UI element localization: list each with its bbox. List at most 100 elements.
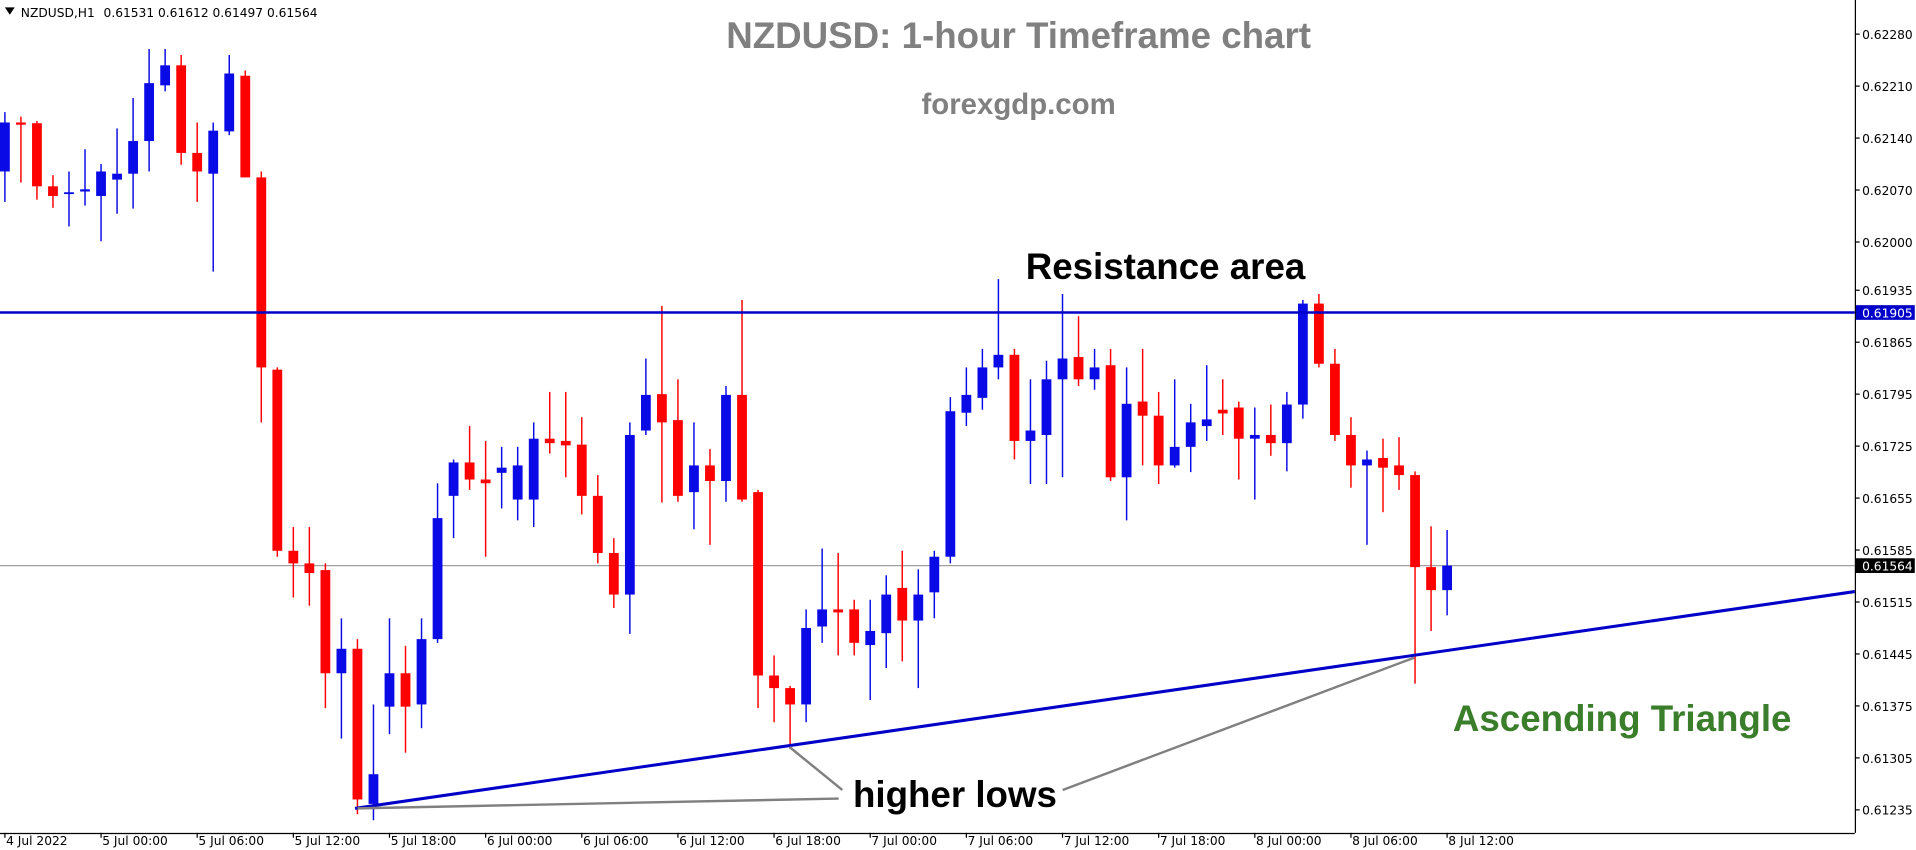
y-tick-label: 0.62140 — [1862, 132, 1913, 146]
y-tick-label: 0.61445 — [1862, 648, 1913, 662]
candle-body — [96, 171, 106, 196]
y-tick-label: 0.61515 — [1862, 596, 1913, 610]
candle-body — [288, 550, 299, 564]
candle-body — [881, 594, 892, 634]
bid-line-marker — [1856, 558, 1915, 573]
y-tick-label: 0.61725 — [1862, 440, 1913, 454]
candle-body — [48, 186, 58, 196]
header: NZDUSD,H1 0.61531 0.61612 0.61497 0.6156… — [21, 6, 318, 20]
candle-body — [368, 774, 379, 804]
candle-body — [256, 177, 267, 368]
candle-body — [1185, 422, 1196, 447]
candle-body — [496, 467, 507, 473]
candle-body — [640, 394, 651, 431]
resistance-line-marker — [1856, 305, 1915, 320]
candle-body — [1281, 404, 1292, 444]
candle-body — [769, 675, 779, 689]
plot-area: 0.62280 0.62210 0.62140 0.62070 0.62000 0.619… — [0, 28, 1915, 848]
candle-body — [929, 556, 940, 593]
symbol: NZDUSD,H1 — [21, 6, 95, 20]
header-close: 0.61564 — [267, 6, 318, 20]
candle-body — [945, 411, 956, 557]
y-tick-label: 0.61305 — [1862, 752, 1913, 766]
candle-body — [624, 434, 635, 595]
candle-body — [1346, 434, 1356, 466]
candle-body — [304, 563, 315, 574]
pointer-line — [357, 797, 839, 810]
x-tick-label: 6 Jul 00:00 — [487, 834, 553, 848]
candle-body — [1330, 363, 1340, 435]
x-tick-label: 5 Jul 06:00 — [198, 834, 264, 848]
y-tick-label: 0.62000 — [1862, 236, 1913, 250]
candle-body — [865, 630, 876, 646]
candle-body — [1153, 415, 1164, 466]
candle-body — [1378, 457, 1388, 468]
candle-body — [1041, 379, 1052, 435]
candle-body — [1410, 475, 1420, 568]
candle-body — [592, 495, 603, 554]
annotation: Resistance area — [1026, 246, 1306, 287]
candle-body — [1217, 409, 1228, 414]
candle-body — [32, 123, 42, 187]
candle-body — [1169, 446, 1180, 466]
candle-body — [432, 518, 443, 640]
x-tick-label: 8 Jul 00:00 — [1256, 834, 1322, 848]
candle-body — [1137, 401, 1148, 416]
candle-body — [240, 75, 251, 178]
candle-body — [1265, 434, 1276, 444]
candle-body — [144, 83, 155, 142]
candle-body — [897, 587, 908, 621]
y-tick-label: 0.61655 — [1862, 492, 1913, 506]
candle-body — [224, 73, 235, 132]
candle-body — [80, 189, 90, 192]
x-tick-label: 5 Jul 00:00 — [102, 834, 168, 848]
y-tick-label: 0.61235 — [1862, 804, 1913, 818]
candle-body — [176, 65, 187, 153]
annotation: higher lows — [853, 774, 1057, 815]
candle-body — [272, 369, 283, 551]
y-tick-label: 0.61585 — [1862, 544, 1913, 558]
candle-body — [128, 141, 138, 174]
candle-body — [1249, 434, 1260, 439]
pointer-line — [1062, 656, 1415, 792]
candle-body — [977, 367, 988, 398]
candle-body — [753, 492, 763, 676]
y-tick-label: 0.61865 — [1862, 336, 1913, 350]
y-tick-label: 0.62070 — [1862, 184, 1913, 198]
x-tick-label: 7 Jul 06:00 — [968, 834, 1034, 848]
candle-body — [192, 152, 203, 172]
candle-body — [416, 639, 427, 705]
y-tick-label: 0.61935 — [1862, 284, 1913, 298]
candle-body — [352, 648, 363, 800]
candle-body — [737, 394, 747, 500]
x-tick-label: 8 Jul 06:00 — [1352, 834, 1418, 848]
x-tick-label: 8 Jul 12:00 — [1448, 834, 1514, 848]
x-tick-label: 7 Jul 18:00 — [1160, 834, 1226, 848]
candle-body — [112, 173, 122, 180]
y-tick-label: 0.61795 — [1862, 388, 1913, 402]
candle-body — [544, 438, 555, 444]
candle-body — [320, 570, 331, 674]
annotation: Ascending Triangle — [1453, 698, 1792, 739]
candle-body — [1201, 419, 1212, 427]
candle-body — [1121, 403, 1132, 478]
candle-body — [560, 440, 571, 446]
candle-body — [913, 594, 924, 621]
menu-icon[interactable] — [4, 7, 15, 15]
header-high: 0.61612 — [158, 6, 209, 20]
candle-body — [512, 465, 523, 500]
header-open: 0.61531 — [104, 6, 155, 20]
y-tick-label: 0.62280 — [1862, 28, 1913, 42]
candle-body — [1073, 357, 1084, 380]
x-tick-label: 4 Jul 2022 — [6, 834, 67, 848]
y-tick-label: 0.61375 — [1862, 700, 1913, 714]
x-tick-label: 5 Jul 18:00 — [391, 834, 457, 848]
candle-body — [1009, 354, 1020, 441]
candle-body — [608, 553, 619, 595]
candle-body — [785, 688, 795, 705]
bid-line-label: 0.61564 — [1862, 560, 1913, 574]
candle-body — [993, 354, 1004, 368]
